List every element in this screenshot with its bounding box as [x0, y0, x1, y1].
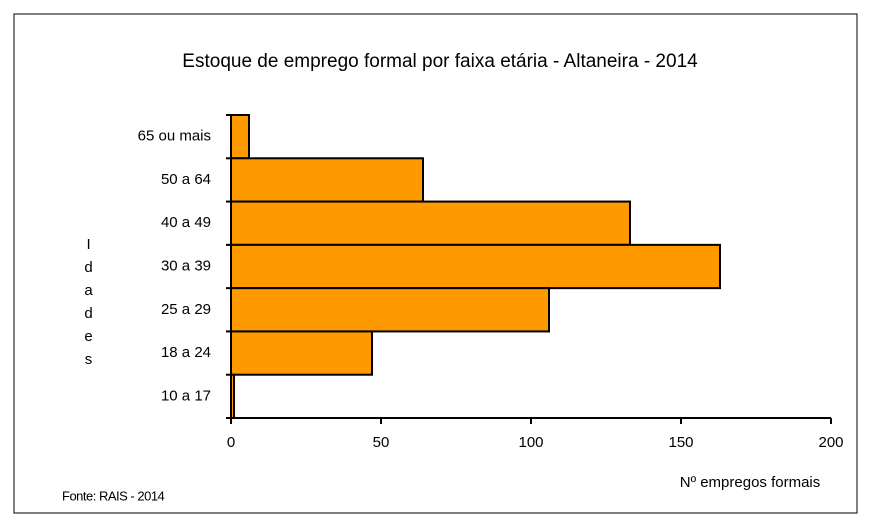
y-tick-label: 50 a 64 [161, 171, 211, 188]
bar [230, 330, 373, 376]
bar [230, 114, 250, 160]
chart-title: Estoque de emprego formal por faixa etár… [182, 51, 698, 72]
y-axis-label: Idades [80, 236, 97, 374]
x-tick-label: 200 [818, 434, 843, 451]
y-tick-label: 10 a 17 [161, 387, 211, 404]
bar [230, 243, 721, 290]
bar [230, 157, 424, 203]
bar [230, 287, 550, 333]
x-tick-label: 150 [668, 434, 693, 451]
y-tick-label: 30 a 39 [161, 257, 211, 274]
x-tick-label: 50 [373, 434, 390, 451]
source-note: Fonte: RAIS - 2014 [62, 488, 165, 503]
y-tick-label: 25 a 29 [161, 301, 211, 318]
x-tick-label: 0 [227, 434, 235, 451]
y-tick-label: 18 a 24 [161, 344, 211, 361]
bar [230, 200, 631, 246]
x-tick-label: 100 [518, 434, 543, 451]
y-tick-label: 40 a 49 [161, 214, 211, 231]
x-axis-label: Nº empregos formais [680, 474, 821, 491]
y-tick-label: 65 ou mais [138, 128, 211, 145]
